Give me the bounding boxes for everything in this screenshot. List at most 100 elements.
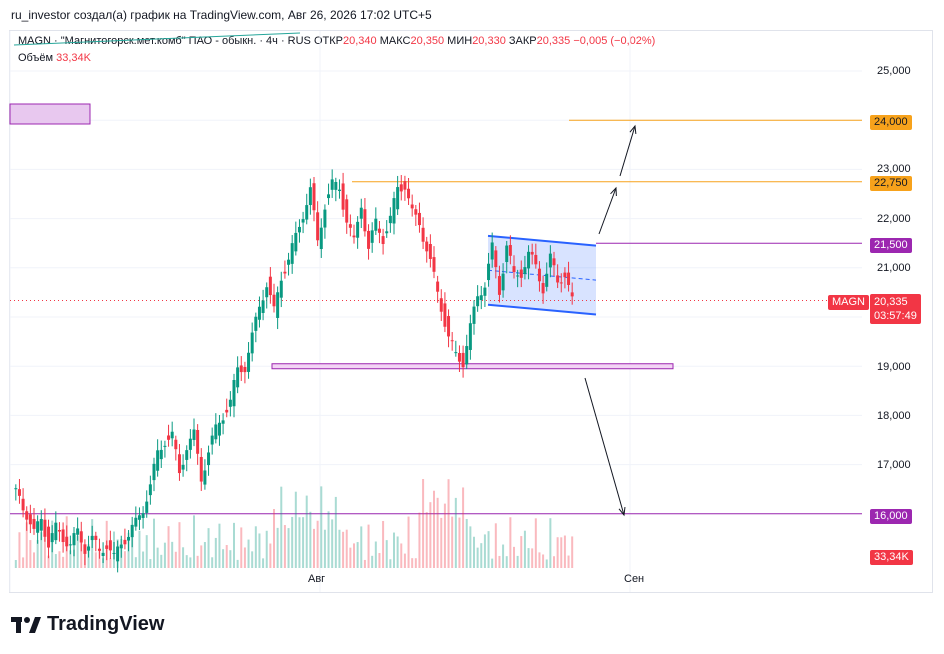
candle-body — [243, 366, 247, 373]
volume-bar — [469, 526, 472, 568]
low-label: МИН — [447, 35, 473, 47]
volume-bar — [160, 554, 163, 568]
candle-body — [112, 552, 116, 554]
volume-bar — [407, 516, 410, 568]
tradingview-logo[interactable]: TradingView — [11, 613, 164, 636]
volume-bar — [127, 532, 130, 568]
volume-bar — [247, 539, 250, 568]
low-value: 20,330 — [472, 35, 506, 47]
candle-body — [72, 533, 76, 546]
forecast-arrowhead — [610, 186, 617, 197]
candle-body — [403, 181, 407, 190]
candle-body — [545, 273, 549, 287]
candle-body — [541, 283, 545, 294]
candle-body — [127, 536, 131, 541]
candle-body — [497, 276, 501, 295]
volume-bar — [549, 518, 552, 568]
volume-bar — [171, 541, 174, 568]
candle-body — [94, 535, 98, 540]
candle-body — [385, 231, 389, 234]
volume-bar — [14, 560, 17, 568]
candle-body — [199, 456, 203, 482]
volume-bar — [269, 543, 272, 568]
candle-body — [552, 258, 556, 266]
candle-body — [87, 546, 91, 551]
candle-body — [316, 212, 320, 241]
volume-bar — [338, 529, 341, 568]
volume-bar — [367, 524, 370, 568]
volume-bar — [323, 529, 326, 568]
candle-body — [417, 212, 421, 226]
price-tag-21500: 21,500 — [870, 238, 912, 253]
candle-body — [257, 306, 261, 320]
volume-bar — [193, 515, 195, 568]
volume-bar — [51, 520, 54, 568]
candle-body — [272, 294, 276, 307]
candle-body — [447, 316, 451, 337]
volume-bar — [378, 553, 381, 568]
candle-body — [345, 199, 349, 223]
volume-bar — [214, 537, 217, 568]
volume-bar — [291, 516, 294, 568]
volume-bar — [174, 551, 177, 568]
volume-bar — [134, 557, 137, 568]
volume-bar — [309, 511, 312, 568]
x-tick-label: Сен — [624, 573, 645, 585]
volume-bar — [567, 555, 570, 568]
candle-body — [443, 303, 447, 327]
close-label: ЗАКР — [508, 35, 537, 47]
volume-bar — [440, 517, 443, 568]
channel-fill — [488, 235, 596, 315]
candle-body — [392, 198, 396, 224]
candle-body — [250, 332, 254, 354]
candle-body — [374, 218, 378, 231]
volume-bar — [203, 542, 206, 568]
volume-bar — [560, 537, 563, 568]
candle-body — [472, 306, 476, 324]
candle-body — [512, 266, 516, 273]
candle-body — [148, 484, 152, 496]
volume-bar — [69, 550, 72, 568]
y-tick-label: 23,000 — [877, 163, 911, 175]
y-tick-label: 17,000 — [877, 459, 911, 471]
volume-bar — [502, 544, 505, 568]
candle-body — [450, 340, 454, 342]
candle-body — [54, 522, 58, 541]
candle-body — [323, 209, 327, 228]
candle-body — [76, 528, 80, 535]
volume-bar — [523, 530, 526, 568]
candle-body — [17, 489, 21, 496]
open-label: ОТКР — [313, 35, 343, 47]
candle-body — [337, 189, 341, 191]
candle-body — [327, 194, 331, 199]
volume-bar — [509, 517, 512, 568]
high-label: МАКС — [379, 35, 411, 47]
volume-bar — [113, 531, 115, 568]
candle-body — [221, 420, 225, 424]
candle-body — [341, 183, 345, 210]
volume-bar — [353, 543, 355, 568]
volume-bar — [411, 558, 414, 568]
resistance-zone — [9, 103, 91, 125]
volume-bar — [418, 512, 421, 568]
candle-body — [425, 241, 429, 252]
volume-bar — [429, 502, 432, 568]
candle-body — [290, 243, 294, 264]
volume-bar — [218, 523, 221, 568]
candle-body — [170, 431, 174, 439]
candle-body — [454, 352, 458, 354]
candle-body — [457, 353, 461, 362]
candle-body — [301, 219, 305, 223]
candle-body — [177, 454, 181, 474]
candle-body — [567, 272, 571, 285]
candle-body — [476, 296, 480, 307]
volume-bar — [345, 529, 348, 568]
candle-body — [90, 535, 94, 541]
volume-bar — [163, 542, 166, 568]
volume-bar — [22, 557, 25, 568]
volume-bar — [294, 491, 297, 568]
candle-body — [508, 245, 512, 256]
volume-bar — [83, 553, 86, 568]
x-tick-label: Авг — [308, 573, 326, 585]
